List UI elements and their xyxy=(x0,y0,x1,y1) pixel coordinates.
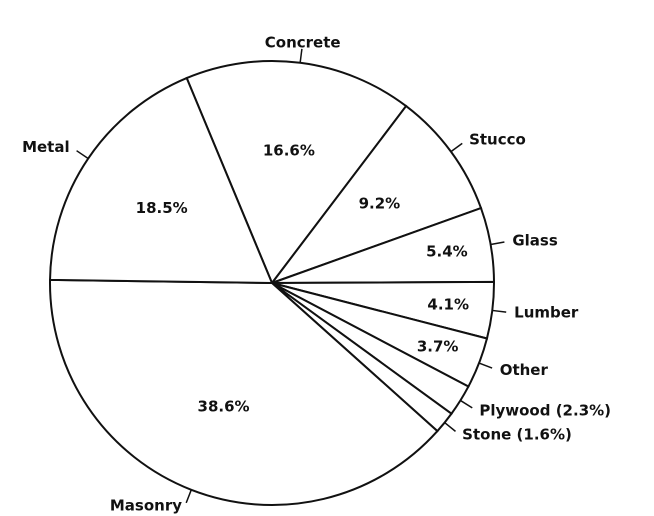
value-label: 9.2% xyxy=(359,195,401,213)
slice-label: Metal xyxy=(22,138,70,156)
leader-line xyxy=(185,489,192,504)
pie-slice xyxy=(185,60,408,285)
value-label: 5.4% xyxy=(426,243,468,261)
value-label: 4.1% xyxy=(427,295,469,313)
slice-label: Other xyxy=(500,361,549,379)
slice-label: Masonry xyxy=(110,497,182,515)
pie-slice xyxy=(269,104,483,286)
value-label: 38.6% xyxy=(198,398,250,416)
slice-label: Plywood (2.3%) xyxy=(479,402,611,420)
pie-slice xyxy=(49,76,274,285)
leader-line xyxy=(299,48,303,63)
slice-label: Lumber xyxy=(514,303,579,321)
leader-line xyxy=(450,142,463,153)
value-label: 16.6% xyxy=(263,141,315,159)
slice-label: Stucco xyxy=(469,130,526,148)
value-label: 3.7% xyxy=(417,338,459,356)
slice-label: Stone (1.6%) xyxy=(462,426,572,444)
leader-line xyxy=(478,362,493,369)
leader-line xyxy=(492,309,507,313)
leader-line xyxy=(459,399,473,409)
slice-label: Glass xyxy=(512,231,558,249)
leader-line xyxy=(76,150,89,160)
value-label: 18.5% xyxy=(136,199,188,217)
slice-label: Concrete xyxy=(265,33,341,51)
leader-line xyxy=(444,422,456,432)
leader-line xyxy=(490,241,505,246)
